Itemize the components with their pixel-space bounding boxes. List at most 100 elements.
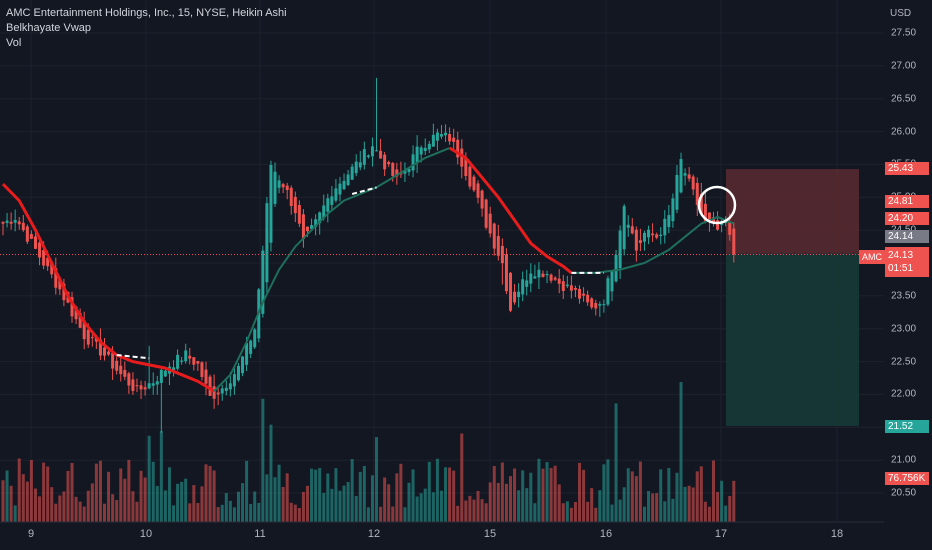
vwap-lines xyxy=(1,146,735,393)
volume-bar xyxy=(98,460,102,522)
vwap-line-down xyxy=(1,183,215,393)
volume-bar xyxy=(46,466,50,522)
volume-bar xyxy=(687,485,691,522)
volume-bar xyxy=(407,482,411,522)
volume-bar xyxy=(119,468,123,522)
volume-bar xyxy=(163,490,167,522)
volume-bar xyxy=(720,480,724,522)
candle-body xyxy=(220,388,224,394)
volume-bar xyxy=(123,478,127,522)
candle-body xyxy=(383,154,387,170)
candle-body xyxy=(716,220,720,230)
volume-bar xyxy=(513,468,517,522)
candle-body xyxy=(703,203,707,222)
candle-body xyxy=(439,134,443,137)
candle-body xyxy=(419,147,423,155)
volume-bar xyxy=(50,487,54,522)
candle-body xyxy=(42,250,46,266)
candle-body xyxy=(346,174,350,186)
volume-bar xyxy=(253,491,257,522)
volume-bar xyxy=(472,499,476,522)
candle-body xyxy=(139,385,143,390)
candle-body xyxy=(590,298,594,308)
volume-bar xyxy=(232,507,236,522)
candle-body xyxy=(598,304,602,306)
volume-bar xyxy=(54,503,58,522)
volume-bar xyxy=(630,471,634,522)
candle-body xyxy=(517,291,521,298)
price-tick-label: 22.50 xyxy=(891,356,917,368)
volume-bar xyxy=(362,465,366,522)
volume-bar xyxy=(383,477,387,522)
candle-body xyxy=(188,355,192,359)
candle-body xyxy=(492,223,496,249)
date-tick-label: 17 xyxy=(714,528,728,540)
vwap-line-up xyxy=(213,147,450,392)
candle-body xyxy=(724,221,728,223)
volume-bar xyxy=(33,488,37,522)
volume-bar xyxy=(277,464,281,522)
candle-body xyxy=(236,366,240,381)
candle-body xyxy=(318,212,322,224)
candle-body xyxy=(638,240,642,244)
volume-bar xyxy=(456,505,460,522)
volume-bar xyxy=(350,459,354,522)
candle-body xyxy=(707,212,711,223)
candle-body xyxy=(521,279,525,295)
candle-body xyxy=(9,221,13,224)
volume-bar xyxy=(297,507,301,522)
volume-bar xyxy=(25,481,29,522)
vwap-line-down xyxy=(448,146,573,275)
volume-bar xyxy=(86,490,90,522)
volume-bar xyxy=(521,470,525,522)
candle-body xyxy=(249,340,253,354)
volume-bar xyxy=(399,463,403,522)
symbol-tag: AMC xyxy=(859,250,885,264)
volume-bar xyxy=(679,382,683,522)
candle-body xyxy=(70,297,74,317)
legend-title: AMC Entertainment Holdings, Inc., 15, NY… xyxy=(6,7,287,19)
volume-bar xyxy=(314,469,318,522)
candle-body xyxy=(586,294,590,303)
candle-body xyxy=(115,360,119,371)
candle-body xyxy=(54,268,58,288)
candle-body xyxy=(261,250,265,314)
volume-bar xyxy=(370,475,374,522)
volume-bar xyxy=(90,483,94,522)
candle-body xyxy=(74,306,78,320)
volume-bar xyxy=(557,484,561,522)
price-tick-label: 20.50 xyxy=(891,487,917,499)
volume-bar xyxy=(610,504,614,522)
candle-body xyxy=(427,143,431,150)
legend-indicator-vol[interactable]: Vol xyxy=(6,37,22,49)
candle-body xyxy=(391,163,395,176)
volume-bar xyxy=(180,481,184,522)
volume-bar xyxy=(541,468,545,522)
volume-bar xyxy=(484,503,488,522)
date-tick-label: 10 xyxy=(139,528,153,540)
candle-body xyxy=(553,277,557,280)
volume-bar xyxy=(488,482,492,522)
candle-body xyxy=(667,215,671,228)
volume-bar xyxy=(602,464,606,522)
volume-bar xyxy=(346,482,350,522)
candle-body xyxy=(431,134,435,147)
legend-indicator-vwap[interactable]: Belkhayate Vwap xyxy=(6,22,91,34)
candle-body xyxy=(180,360,184,362)
volume-bar xyxy=(594,507,598,522)
volume-bar xyxy=(529,472,533,522)
last-price-value: 24.13 xyxy=(888,250,914,261)
candle-body xyxy=(200,362,204,377)
candle-body xyxy=(245,343,249,365)
volume-bar xyxy=(220,504,224,522)
candle-body xyxy=(549,274,553,281)
volume-bar xyxy=(58,495,62,522)
candle-body xyxy=(224,387,228,391)
volume-bar xyxy=(342,485,346,522)
candle-body xyxy=(610,271,614,292)
volume-bar xyxy=(196,503,200,522)
candle-body xyxy=(375,150,379,152)
volume-bar xyxy=(509,476,512,522)
volume-bar xyxy=(62,491,66,522)
